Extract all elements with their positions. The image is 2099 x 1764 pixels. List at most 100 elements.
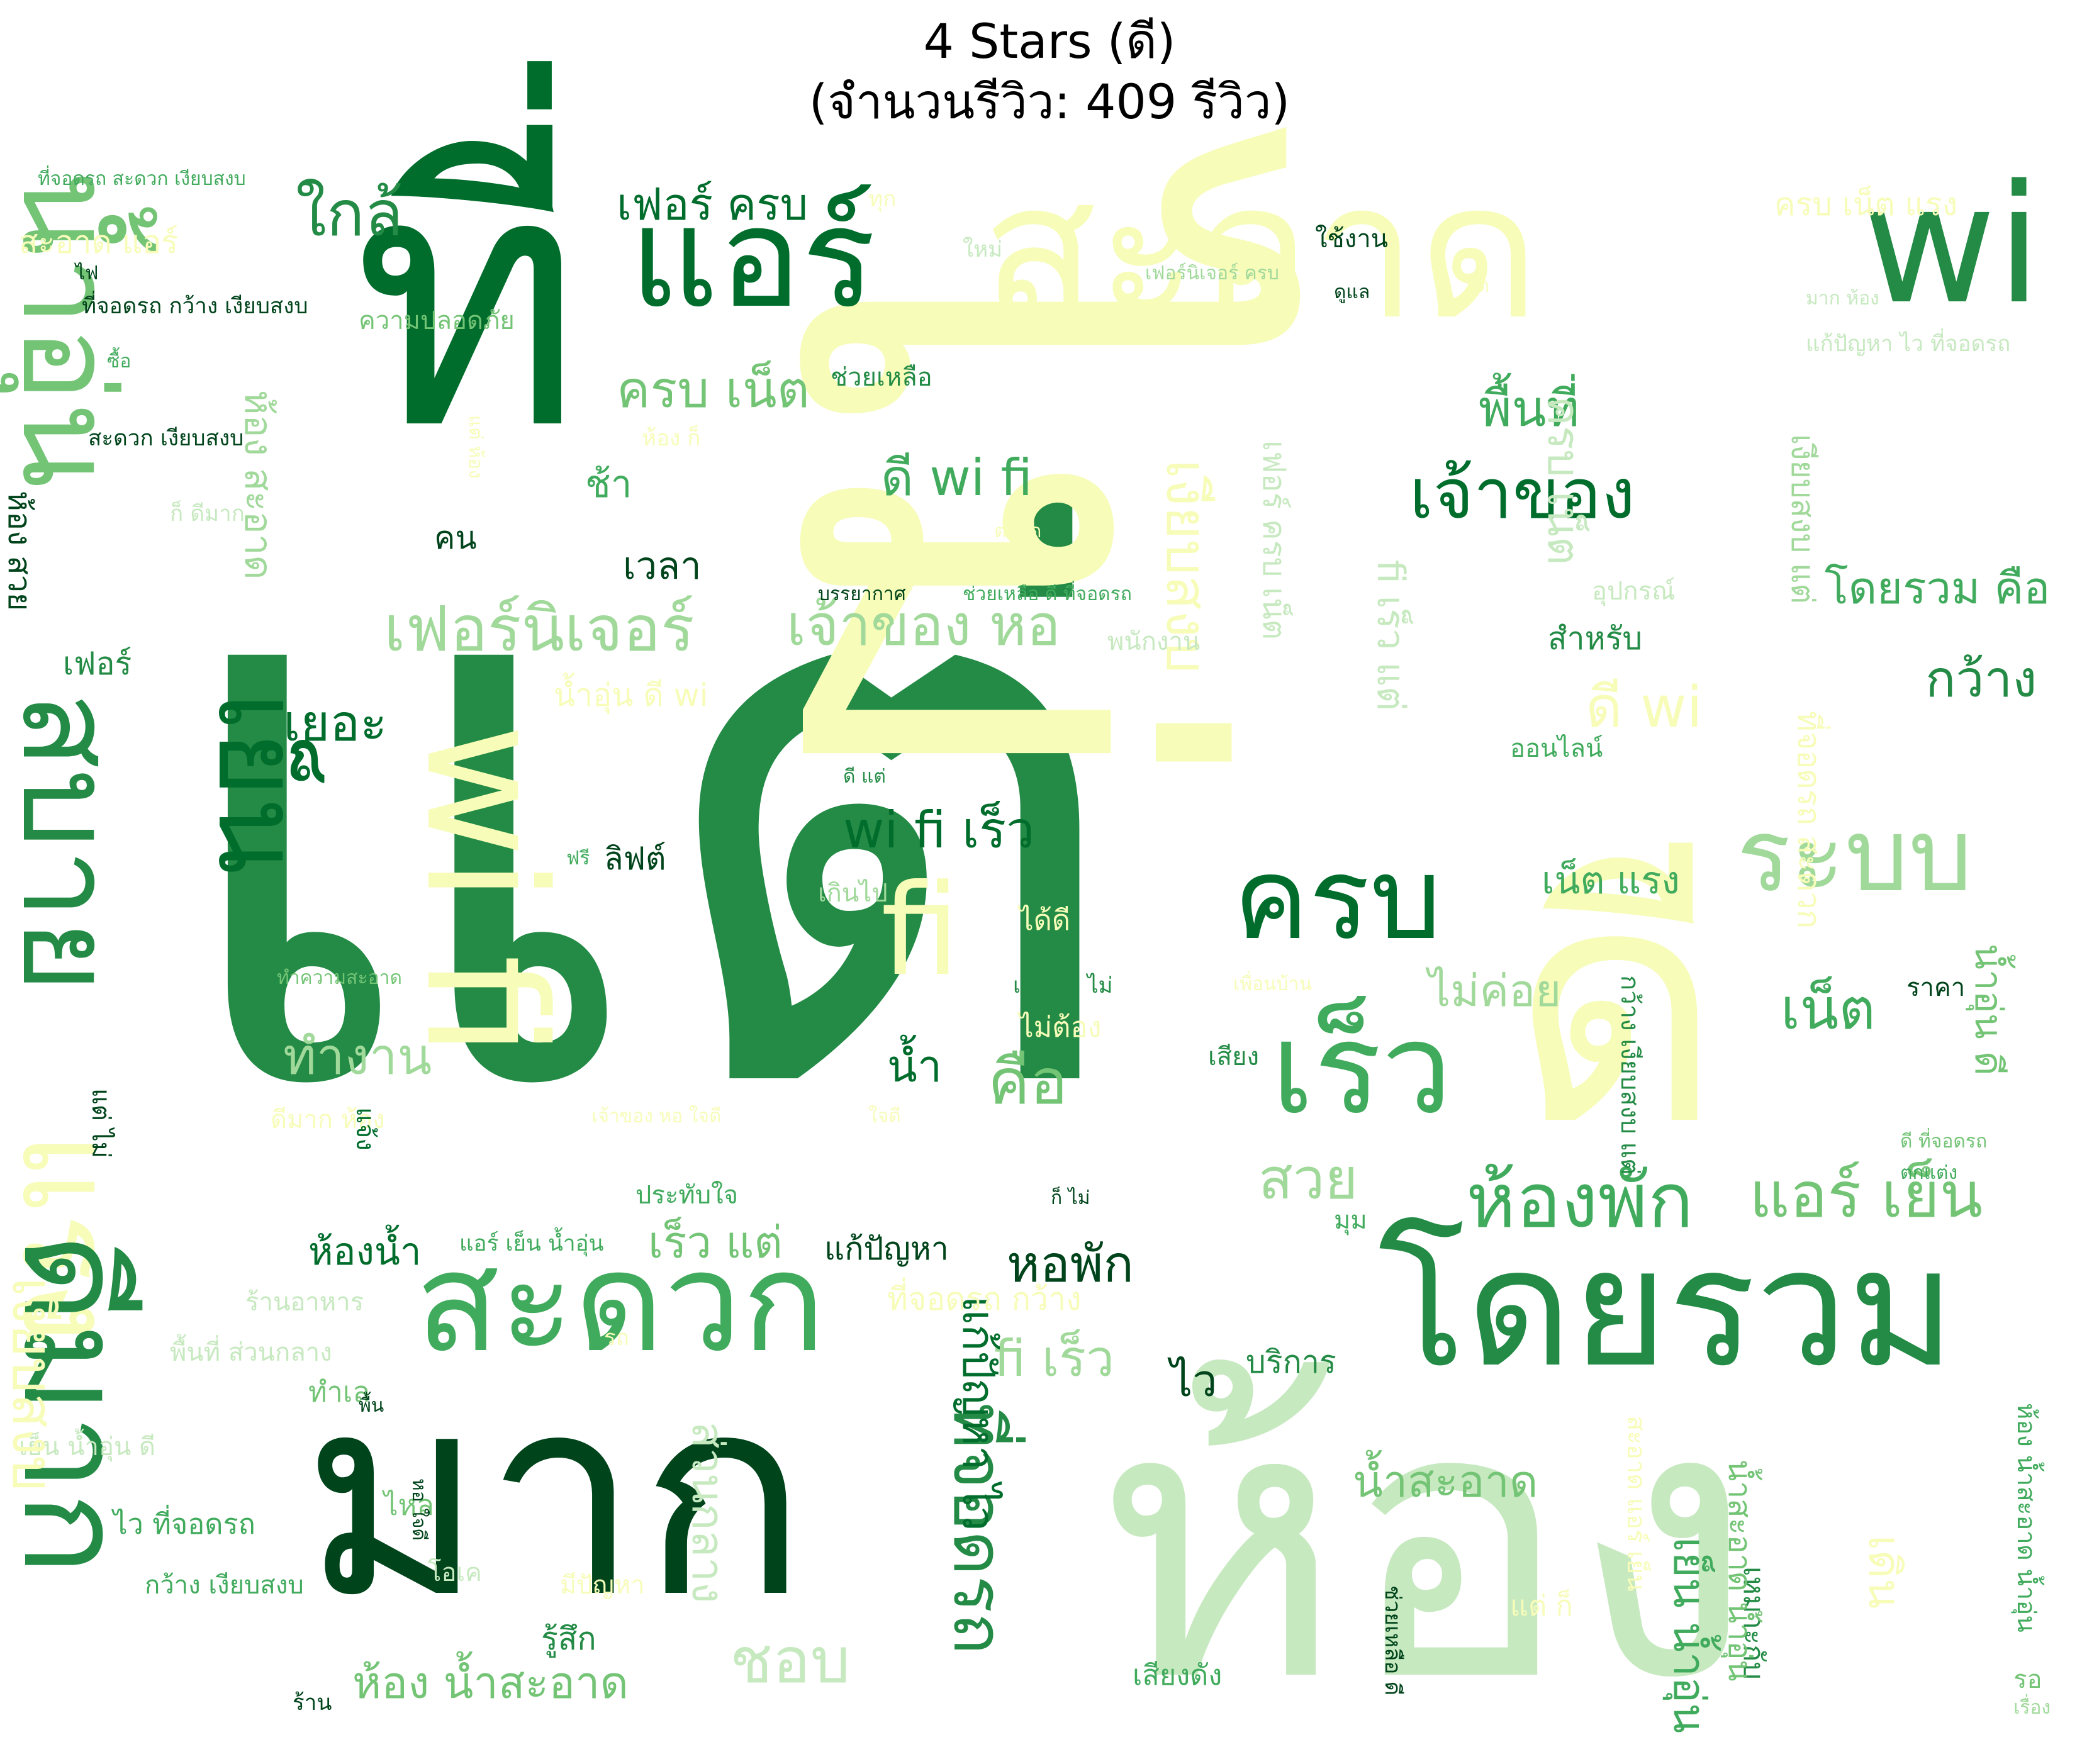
cloud-word: ดี — [1510, 816, 1723, 1197]
cloud-word: แก้ปัญหา ไว ที่จอดรถ — [1806, 332, 2011, 357]
cloud-word: บริการ — [1246, 1344, 1336, 1380]
cloud-word: เสียงดัง — [1133, 1658, 1223, 1692]
cloud-word: ออนไลน์ — [1510, 734, 1603, 763]
cloud-word: ใช้งาน — [1315, 225, 1389, 254]
cloud-word: กว้าง — [1925, 650, 2037, 708]
cloud-word: อุปกรณ์ — [1592, 577, 1676, 606]
cloud-word: ได้ดี — [1019, 903, 1071, 937]
cloud-word: ไฟ — [76, 262, 99, 284]
cloud-word: รถ — [604, 1326, 629, 1351]
cloud-word: กว้าง เงียบสงบ แต่ — [1615, 975, 1644, 1175]
cloud-word: ห้อง น้ำสะอาด น้ำอุ่น — [2012, 1403, 2040, 1633]
cloud-word: ที่จอดรถ กว้าง เงียบสงบ — [82, 294, 308, 319]
cloud-word: ช่วยเหลือ — [831, 363, 932, 392]
cloud-word: เร็ว แต่ ไม่ — [1013, 973, 1113, 998]
cloud-word: ดี ที่จอดรถ — [1900, 1130, 1988, 1153]
cloud-word: เน็ต — [1781, 976, 1876, 1042]
cloud-word: เฟอร์ — [63, 645, 132, 682]
cloud-word: แอร์ — [629, 177, 876, 338]
cloud-word: หอ ใจดี — [408, 1478, 430, 1541]
cloud-word: เงียบสงบ — [0, 1277, 65, 1492]
cloud-word: ทำความสะอาด — [277, 967, 402, 989]
cloud-word: คน — [434, 520, 477, 556]
cloud-word: น้ำอุ่น ดี wi — [554, 677, 708, 713]
cloud-word: จุด — [1466, 275, 1490, 297]
cloud-word: ทุก — [868, 187, 897, 212]
cloud-word: ห้อง สวย — [1, 491, 38, 611]
cloud-word: ห้อง สะอาด — [236, 390, 280, 580]
cloud-word: ห้องพัก — [1466, 1158, 1694, 1245]
cloud-word: ร้านอาหาร — [245, 1288, 364, 1317]
cloud-word: ใจดี — [868, 1105, 901, 1127]
cloud-word: ห้องน้ำ — [308, 1230, 422, 1274]
cloud-word: แต่ ไม่ — [86, 1088, 115, 1158]
cloud-word: แต่ — [157, 378, 1134, 1257]
cloud-word: ทำเล — [308, 1375, 370, 1409]
cloud-word: ก็ ไม่ — [1051, 1187, 1090, 1209]
cloud-word: ตลอด — [994, 520, 1042, 542]
cloud-word: wi fi — [389, 723, 579, 1058]
cloud-word: บรรยากาศ — [818, 583, 906, 605]
cloud-word: เกินไป — [818, 879, 888, 908]
cloud-word: ใหม่ — [963, 237, 1003, 262]
cloud-word: เดิน — [1859, 1535, 1910, 1609]
cloud-word: ไว — [1170, 1355, 1217, 1407]
cloud-word: พนักงาน — [1107, 627, 1201, 656]
cloud-word: สะดวก — [415, 1222, 826, 1383]
title-line-1: 4 Stars (ดี) — [923, 13, 1176, 69]
cloud-word: น้ำสะอาด น้ำอุ่น — [1721, 1460, 1758, 1682]
cloud-word: ดี แต่ — [843, 766, 886, 788]
cloud-word: เจ้าของ หอ ใจดี — [591, 1105, 722, 1127]
cloud-word: แก้ปัญหา — [824, 1231, 949, 1267]
cloud-word: เฟอร์นิเจอร์ ครบ — [1145, 262, 1279, 284]
cloud-word: สำหรับ — [1548, 620, 1643, 657]
cloud-word: น้ำอุ่น ดี — [1966, 944, 2010, 1076]
cloud-word: ตกแต่ง — [1900, 1162, 1958, 1184]
cloud-word: เจ้าของ หอ — [786, 593, 1061, 659]
cloud-word: ไม่ต้อง — [1019, 1010, 1102, 1044]
cloud-word: พื้นที่ — [1479, 379, 1580, 438]
cloud-word: ร้าน — [293, 1690, 332, 1716]
cloud-word: ครบ — [1233, 834, 1442, 965]
cloud-word: wi fi เร็ว — [843, 801, 1035, 859]
cloud-word: เย็น น้ำอุ่น ดี — [19, 1432, 156, 1461]
cloud-word: ที่จอดรถ กว้าง — [887, 1281, 1082, 1317]
cloud-word: ดี wi fi — [881, 449, 1033, 507]
cloud-word: ไม่ค่อย — [1428, 965, 1562, 1017]
cloud-word: โดยรวม — [1378, 1214, 1956, 1404]
cloud-word: fi เร็ว — [994, 1329, 1115, 1388]
cloud-word: ลิฟต์ — [604, 840, 666, 877]
cloud-word: ชอบ — [730, 1624, 851, 1697]
cloud-word: ดีมาก ห้อง — [271, 1105, 385, 1134]
cloud-word: ก็ ดีมาก — [170, 501, 245, 527]
cloud-word: แก้ปัญหา ไว — [953, 1296, 1004, 1531]
cloud-word: ซื้อ — [107, 350, 132, 372]
cloud-word: กว้าง เงียบสงบ — [145, 1571, 304, 1600]
cloud-word: ประทับใจ — [635, 1181, 739, 1210]
cloud-word: มาก ห้อง — [1806, 287, 1879, 310]
cloud-word: ดูแล — [1334, 281, 1370, 303]
cloud-word: พื้น — [359, 1395, 384, 1417]
cloud-word: ไหล — [384, 1488, 434, 1522]
cloud-word: ระบบ — [1737, 796, 1973, 914]
cloud-word: สะอาด แอร์ เย็น — [1621, 1415, 1650, 1592]
cloud-word: รอ — [2013, 1665, 2042, 1694]
cloud-word: รู้สึก — [541, 1621, 596, 1657]
cloud-word: เยอะ — [283, 694, 388, 752]
cloud-word: fi — [881, 857, 960, 1004]
cloud-word: ช่วยเหลือ ดี ที่จอดรถ — [963, 583, 1132, 605]
cloud-word: ดี wi — [1586, 674, 1703, 740]
cloud-word: แอร์ เย็น — [1749, 1158, 1983, 1232]
cloud-word: เงียบสงบ แต่ — [1784, 434, 1821, 604]
cloud-word: เจ้าของ — [1409, 454, 1635, 534]
cloud-word: มุม — [1334, 1206, 1367, 1235]
cloud-word: เสียง — [1208, 1042, 1260, 1071]
cloud-word: ที่จอดรถ สะดวก — [1791, 711, 1827, 929]
cloud-word: ห้อง — [1095, 1324, 1755, 1764]
cloud-word: แจ้ง — [350, 1107, 379, 1151]
cloud-word: ช่วยเหลือ ดี — [1380, 1585, 1405, 1696]
cloud-word: เร็ว — [1271, 996, 1453, 1142]
cloud-word: คือ — [988, 1045, 1068, 1119]
cloud-word: ใกล้ — [296, 177, 403, 250]
cloud-word: ทำงาน — [283, 1027, 432, 1086]
